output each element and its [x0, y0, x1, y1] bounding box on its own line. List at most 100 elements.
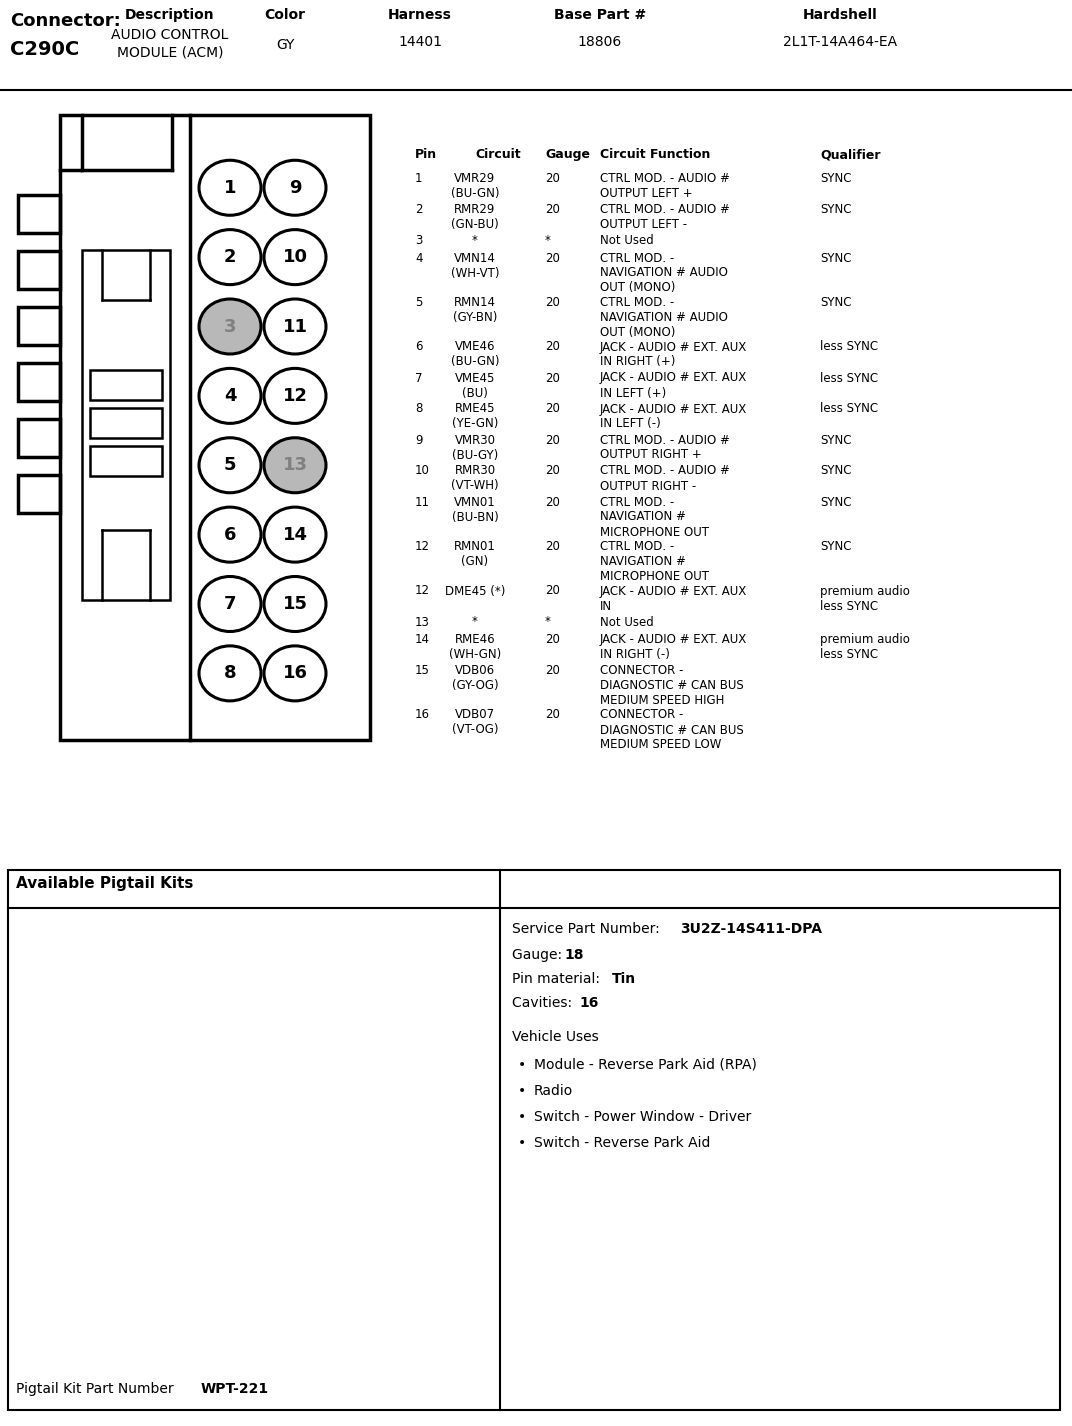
Text: 11: 11 — [415, 495, 430, 509]
Text: 20: 20 — [545, 465, 560, 478]
Text: VDB06
(GY-OG): VDB06 (GY-OG) — [451, 665, 498, 692]
Ellipse shape — [264, 646, 326, 700]
Text: 20: 20 — [545, 633, 560, 646]
Text: VME46
(BU-GN): VME46 (BU-GN) — [450, 341, 500, 368]
Text: 14: 14 — [283, 526, 308, 543]
Ellipse shape — [264, 230, 326, 285]
Text: less SYNC: less SYNC — [820, 402, 878, 415]
Text: 20: 20 — [545, 434, 560, 446]
Bar — [18, 364, 60, 401]
Ellipse shape — [199, 576, 260, 632]
Bar — [90, 369, 162, 401]
Text: 20: 20 — [545, 495, 560, 509]
Text: CTRL MOD. -
NAVIGATION #
MICROPHONE OUT: CTRL MOD. - NAVIGATION # MICROPHONE OUT — [600, 540, 709, 583]
Text: premium audio
less SYNC: premium audio less SYNC — [820, 585, 910, 613]
Text: 20: 20 — [545, 585, 560, 597]
Text: 7: 7 — [224, 595, 236, 613]
Text: Service Part Number:: Service Part Number: — [512, 923, 665, 935]
Text: RMR30
(VT-WH): RMR30 (VT-WH) — [451, 465, 498, 492]
Text: less SYNC: less SYNC — [820, 372, 878, 385]
Text: Pin: Pin — [415, 148, 437, 161]
Text: 8: 8 — [415, 402, 422, 415]
Text: Switch - Reverse Park Aid: Switch - Reverse Park Aid — [534, 1137, 711, 1149]
Text: SYNC: SYNC — [820, 540, 851, 553]
Text: 20: 20 — [545, 540, 560, 553]
Text: Not Used: Not Used — [600, 234, 654, 247]
Ellipse shape — [264, 299, 326, 354]
Text: 3: 3 — [224, 318, 236, 335]
Text: DME45 (*): DME45 (*) — [445, 585, 505, 597]
Text: VMN01
(BU-BN): VMN01 (BU-BN) — [451, 495, 498, 523]
Text: 9: 9 — [288, 178, 301, 197]
Text: *: * — [472, 234, 478, 247]
Text: SYNC: SYNC — [820, 495, 851, 509]
Bar — [18, 195, 60, 232]
Text: 20: 20 — [545, 202, 560, 215]
Text: 1: 1 — [415, 173, 422, 185]
Text: 3U2Z-14S411-DPA: 3U2Z-14S411-DPA — [680, 923, 822, 935]
Text: SYNC: SYNC — [820, 173, 851, 185]
Text: •: • — [518, 1109, 526, 1124]
Text: Gauge:: Gauge: — [512, 948, 566, 963]
Text: Not Used: Not Used — [600, 616, 654, 629]
Text: RMN14
(GY-BN): RMN14 (GY-BN) — [452, 297, 497, 324]
Text: JACK - AUDIO # EXT. AUX
IN LEFT (-): JACK - AUDIO # EXT. AUX IN LEFT (-) — [600, 402, 747, 431]
Text: CTRL MOD. - AUDIO #
OUTPUT LEFT -: CTRL MOD. - AUDIO # OUTPUT LEFT - — [600, 202, 730, 231]
Bar — [81, 250, 170, 600]
Text: 20: 20 — [545, 665, 560, 677]
Text: VMN14
(WH-VT): VMN14 (WH-VT) — [450, 251, 500, 279]
Text: SYNC: SYNC — [820, 465, 851, 478]
Text: Base Part #: Base Part # — [554, 9, 646, 21]
Text: JACK - AUDIO # EXT. AUX
IN RIGHT (+): JACK - AUDIO # EXT. AUX IN RIGHT (+) — [600, 341, 747, 368]
Text: SYNC: SYNC — [820, 297, 851, 309]
Text: CTRL MOD. -
NAVIGATION # AUDIO
OUT (MONO): CTRL MOD. - NAVIGATION # AUDIO OUT (MONO… — [600, 297, 728, 339]
Text: •: • — [518, 1084, 526, 1098]
Text: 20: 20 — [545, 173, 560, 185]
Text: 12: 12 — [415, 540, 430, 553]
Text: 6: 6 — [224, 526, 236, 543]
Ellipse shape — [199, 160, 260, 215]
Text: 2: 2 — [415, 202, 422, 215]
Text: 6: 6 — [415, 341, 422, 354]
Text: RME45
(YE-GN): RME45 (YE-GN) — [451, 402, 498, 431]
Text: 4: 4 — [415, 251, 422, 264]
Text: CTRL MOD. -
NAVIGATION # AUDIO
OUT (MONO): CTRL MOD. - NAVIGATION # AUDIO OUT (MONO… — [600, 251, 728, 295]
Text: 20: 20 — [545, 341, 560, 354]
Text: 16: 16 — [579, 995, 598, 1010]
Text: JACK - AUDIO # EXT. AUX
IN LEFT (+): JACK - AUDIO # EXT. AUX IN LEFT (+) — [600, 372, 747, 399]
Text: •: • — [518, 1058, 526, 1072]
Bar — [90, 446, 162, 476]
Bar — [90, 408, 162, 438]
Bar — [18, 307, 60, 345]
Text: CTRL MOD. - AUDIO #
OUTPUT LEFT +: CTRL MOD. - AUDIO # OUTPUT LEFT + — [600, 173, 730, 200]
Text: 14: 14 — [415, 633, 430, 646]
Text: •: • — [518, 1137, 526, 1149]
Text: 11: 11 — [283, 318, 308, 335]
Text: CTRL MOD. -
NAVIGATION #
MICROPHONE OUT: CTRL MOD. - NAVIGATION # MICROPHONE OUT — [600, 495, 709, 539]
Text: Color: Color — [265, 9, 306, 21]
Text: Circuit: Circuit — [475, 148, 521, 161]
Bar — [18, 251, 60, 289]
Text: 15: 15 — [415, 665, 430, 677]
Text: VMR30
(BU-GY): VMR30 (BU-GY) — [452, 434, 498, 462]
Text: 9: 9 — [415, 434, 422, 446]
Text: *: * — [545, 616, 551, 629]
Text: 20: 20 — [545, 297, 560, 309]
Text: Harness: Harness — [388, 9, 452, 21]
Text: 7: 7 — [415, 372, 422, 385]
Text: 2: 2 — [224, 248, 236, 267]
Text: 15: 15 — [283, 595, 308, 613]
Text: 20: 20 — [545, 709, 560, 722]
Text: 18806: 18806 — [578, 36, 622, 48]
Ellipse shape — [264, 576, 326, 632]
Text: JACK - AUDIO # EXT. AUX
IN: JACK - AUDIO # EXT. AUX IN — [600, 585, 747, 613]
Bar — [8, 870, 1060, 1410]
Text: CONNECTOR -
DIAGNOSTIC # CAN BUS
MEDIUM SPEED LOW: CONNECTOR - DIAGNOSTIC # CAN BUS MEDIUM … — [600, 709, 744, 752]
Text: Gauge: Gauge — [545, 148, 590, 161]
Ellipse shape — [264, 160, 326, 215]
Text: RMN01
(GN): RMN01 (GN) — [455, 540, 496, 568]
Text: CTRL MOD. - AUDIO #
OUTPUT RIGHT +: CTRL MOD. - AUDIO # OUTPUT RIGHT + — [600, 434, 730, 462]
Bar — [60, 116, 370, 740]
Text: RMR29
(GN-BU): RMR29 (GN-BU) — [451, 202, 498, 231]
Text: AUDIO CONTROL: AUDIO CONTROL — [111, 29, 228, 41]
